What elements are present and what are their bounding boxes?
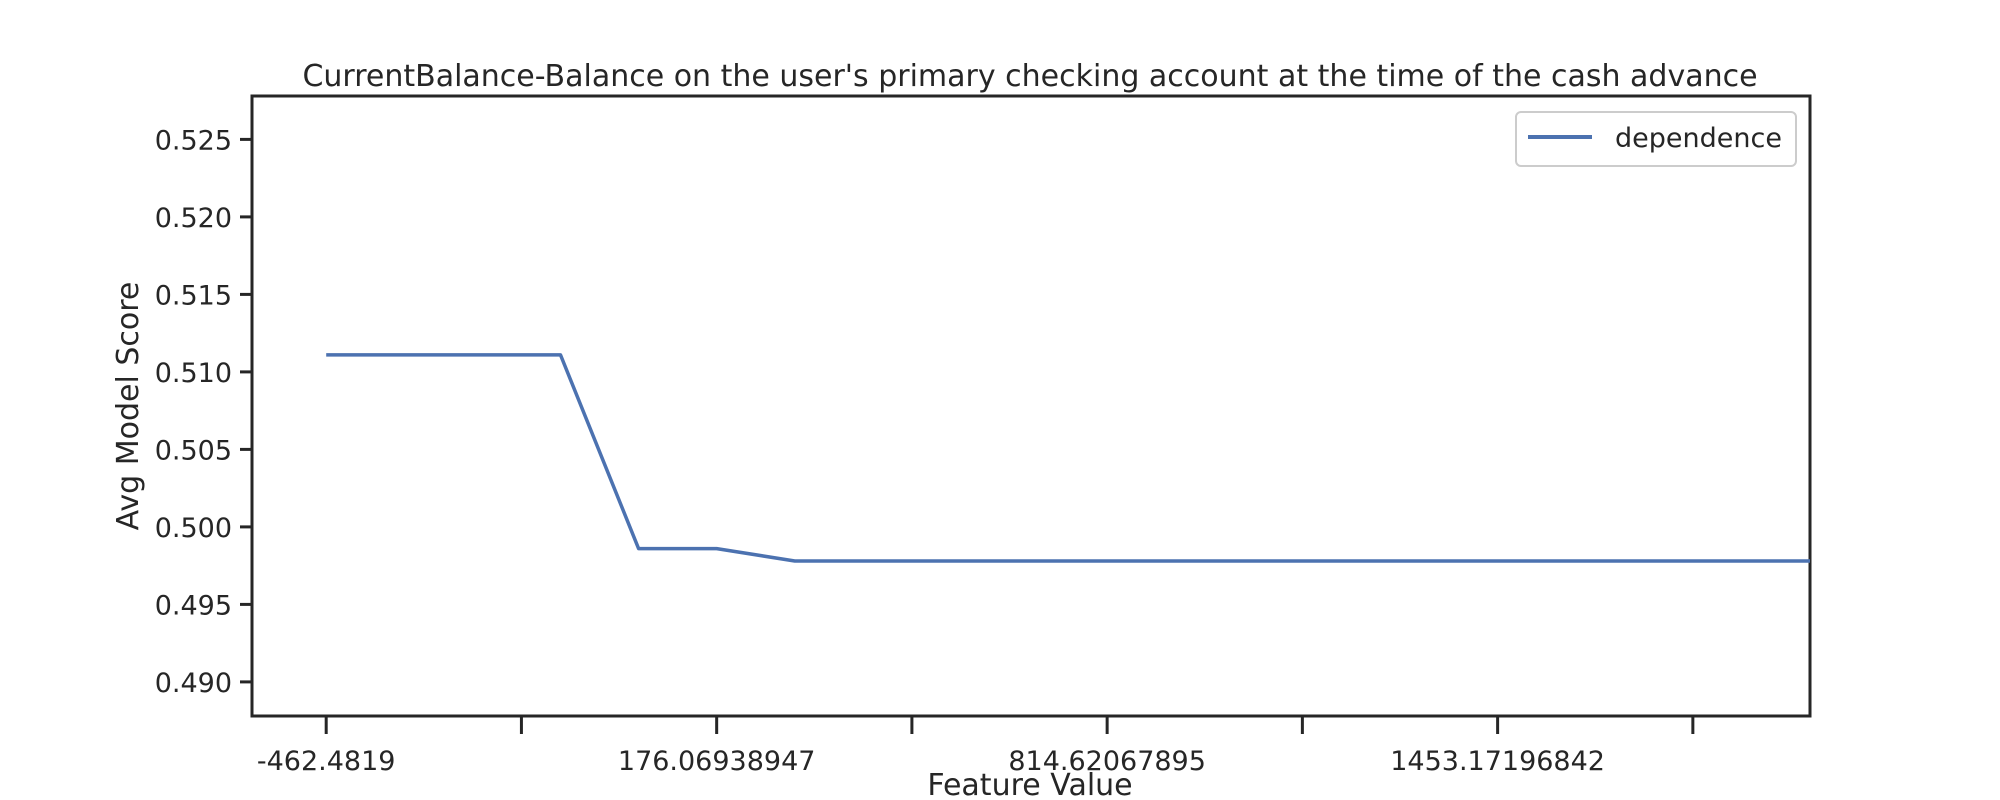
x-axis-label: Feature Value (927, 768, 1132, 800)
y-tick-label: 0.510 (155, 358, 232, 389)
y-tick-label: 0.505 (155, 435, 232, 466)
y-axis-label: Avg Model Score (111, 282, 146, 531)
x-tick-label: 176.06938947 (618, 746, 816, 777)
x-axis: -462.4819 176.06938947 814.62067895 1453.17… (257, 716, 1695, 777)
x-tick-label: -462.4819 (257, 746, 396, 777)
y-tick-label: 0.490 (155, 668, 232, 699)
legend-label-dependence: dependence (1615, 123, 1782, 154)
legend-box (1515, 111, 1797, 167)
y-tick-label: 0.500 (155, 513, 232, 544)
series-line-dependence (326, 353, 1810, 563)
x-tick-label: 1453.17196842 (1390, 746, 1605, 777)
y-tick-label: 0.495 (155, 590, 232, 621)
plot-area (250, 94, 1812, 718)
y-tick-label: 0.525 (155, 125, 232, 156)
chart-title: CurrentBalance-Balance on the user's pri… (302, 59, 1757, 94)
x-tick-label: 814.62067895 (1008, 746, 1206, 777)
y-axis: 0.490 0.495 0.500 0.505 0.510 0.515 0.520 0.525 (155, 125, 252, 699)
y-tick-label: 0.520 (155, 203, 232, 234)
y-tick-label: 0.515 (155, 280, 232, 311)
legend: dependence (1515, 111, 1797, 167)
series-layer (326, 353, 1810, 563)
